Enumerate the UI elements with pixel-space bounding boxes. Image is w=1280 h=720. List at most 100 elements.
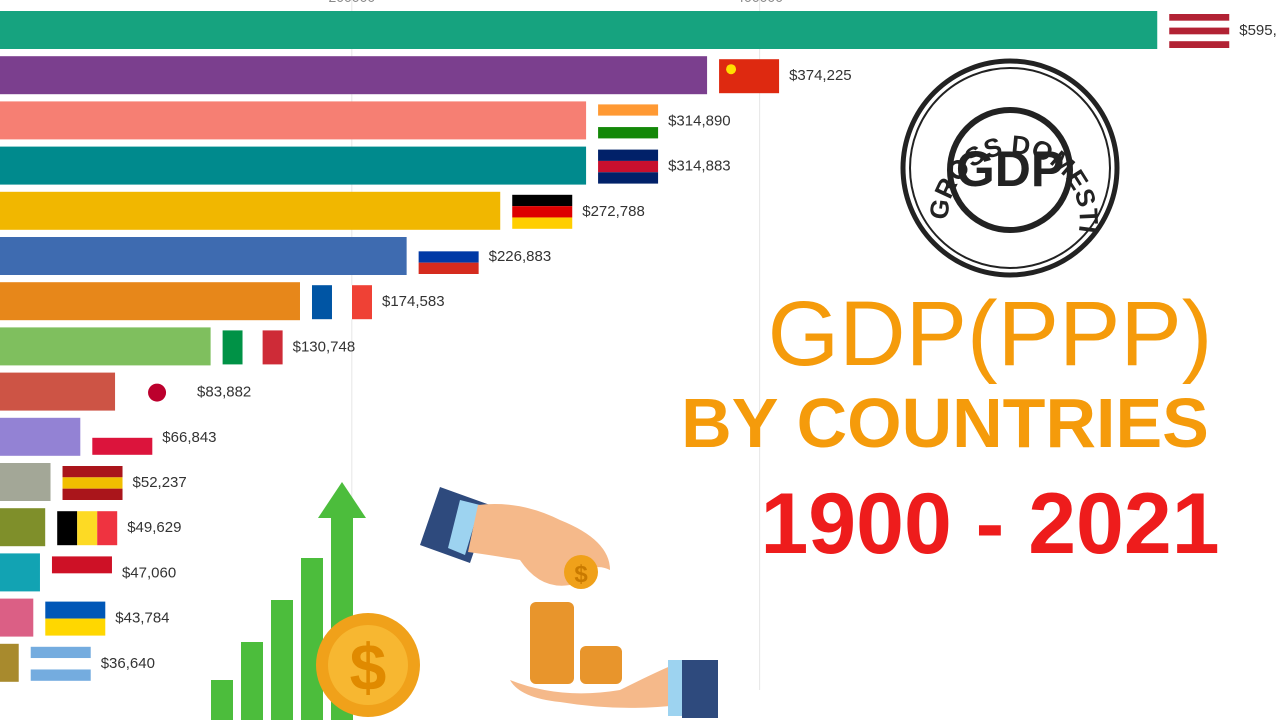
flag (51, 556, 112, 591)
flag (222, 330, 283, 365)
stamp-ring (900, 58, 1120, 278)
flag-stripe (598, 172, 659, 184)
value-label: $226,883 (489, 248, 552, 265)
stamp-ring (947, 107, 1073, 233)
value-label: $314,883 (668, 158, 731, 175)
bar (0, 56, 708, 95)
bars: $595, $374,225 $314,890 $314,883 $272,788 $22… (0, 11, 1277, 682)
flag-stripe (311, 285, 332, 320)
hands-illustration: $ (420, 487, 718, 718)
flag-stripe (62, 488, 123, 500)
bar (0, 191, 501, 230)
title: GDP(PPP) (768, 283, 1213, 385)
flag-emblem (148, 383, 167, 402)
bar (0, 327, 211, 366)
flag-stripe (598, 104, 659, 116)
value-label: $130,748 (293, 338, 356, 355)
value-label: $66,843 (162, 429, 216, 446)
value-label: $36,640 (101, 655, 155, 672)
cuff (668, 660, 682, 716)
illustration-bar (301, 558, 323, 720)
bar (0, 282, 300, 321)
flag-stripe (92, 420, 153, 438)
bar (0, 11, 1158, 49)
flag-stripe (598, 160, 659, 173)
flag-stripe (418, 262, 479, 274)
flag (598, 149, 659, 184)
flag-stripe (598, 149, 659, 161)
illustration-bar (211, 680, 233, 720)
flag-stripe (598, 127, 659, 139)
coin (564, 555, 598, 589)
flag-stripe (418, 251, 479, 263)
sleeve (682, 660, 718, 718)
flag-stripe (30, 646, 91, 659)
flag (598, 104, 659, 139)
flag-stripe (222, 330, 243, 365)
bar (0, 146, 587, 185)
bar (0, 508, 46, 547)
flag-stripe (1169, 14, 1230, 21)
illustration-bar (271, 600, 293, 720)
flag-stripe (77, 511, 98, 546)
value-label: $52,237 (133, 474, 187, 491)
bar (0, 372, 116, 411)
value-label: $83,882 (197, 384, 251, 401)
flag-stripe (512, 206, 573, 218)
subtitle: BY COUNTRIES (681, 384, 1209, 462)
coin (328, 625, 408, 705)
illustration-arrow (318, 482, 366, 518)
flag-stripe (262, 330, 283, 365)
flag (62, 466, 123, 500)
bar (0, 553, 40, 592)
hand (510, 662, 680, 708)
value-label: $595, (1239, 22, 1277, 39)
bar (0, 237, 407, 275)
growth-illustration: $ (211, 482, 420, 720)
flag-stripe (1169, 34, 1230, 42)
value-label: $47,060 (122, 564, 176, 581)
flag-stripe (57, 511, 78, 546)
bar (0, 598, 34, 637)
illustration-bar (241, 642, 263, 720)
flag-stripe (242, 330, 263, 365)
flag-stripe (45, 618, 106, 636)
bar (0, 643, 19, 682)
flag-stripe (418, 240, 479, 252)
value-label: $314,890 (668, 112, 731, 129)
flag (719, 59, 780, 94)
flag (127, 375, 188, 410)
flag (57, 511, 118, 546)
flag-stripe (30, 658, 91, 670)
year-range: 1900 - 2021 (760, 476, 1219, 572)
flag-stripe (97, 511, 118, 546)
coin-stack (530, 602, 574, 684)
value-label: $49,629 (127, 519, 181, 536)
flag (512, 194, 573, 229)
flag-stripe (331, 285, 352, 320)
coin-symbol: $ (350, 630, 387, 704)
flag (418, 240, 479, 274)
flag (30, 646, 91, 681)
flag-stripe (51, 573, 112, 591)
flag-stripe (512, 194, 573, 207)
flag-stripe (45, 601, 106, 619)
flag-stripe (30, 669, 91, 681)
flag (1169, 14, 1230, 48)
flag-stripe (51, 556, 112, 574)
flag-stripe (62, 466, 123, 478)
flag (45, 601, 106, 636)
value-label: $43,784 (115, 610, 169, 627)
flag (92, 420, 153, 455)
value-label: $272,788 (582, 203, 645, 220)
x-tick-label: 200000 (328, 0, 375, 5)
flag-stripe (1169, 20, 1230, 28)
flag-stripe (719, 59, 780, 94)
value-label: $174,583 (382, 293, 445, 310)
value-label: $374,225 (789, 67, 852, 84)
cuff (448, 500, 480, 555)
coin-symbol: $ (574, 561, 588, 588)
bar (0, 417, 81, 456)
